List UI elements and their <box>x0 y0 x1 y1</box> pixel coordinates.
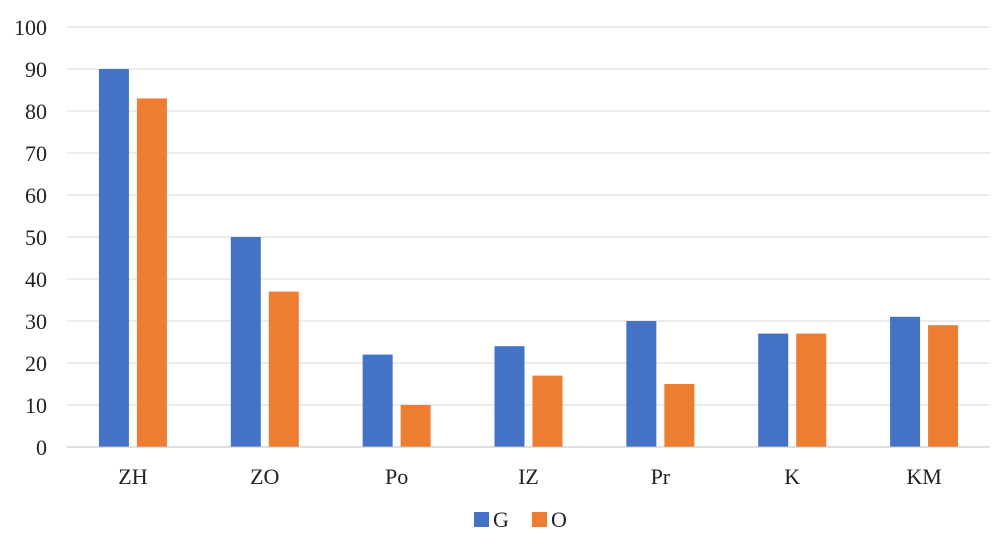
bar-G-KM <box>890 316 921 447</box>
bar-O-ZO <box>268 291 299 447</box>
y-tick-label: 0 <box>36 435 47 460</box>
y-tick-label: 10 <box>25 393 47 418</box>
y-axis-tick-labels: 0 10 20 30 40 50 60 70 80 90 100 <box>14 15 47 460</box>
x-axis-category-labels: ZH ZO Po IZ Pr K KM <box>118 464 942 489</box>
bar-G-Pr <box>626 321 657 447</box>
legend-label: O <box>551 507 567 532</box>
legend-swatch-G <box>474 512 489 527</box>
y-tick-label: 30 <box>25 309 47 334</box>
bar-G-IZ <box>494 346 525 447</box>
bar-O-Po <box>400 405 431 447</box>
bar-G-ZH <box>98 69 129 447</box>
bars <box>98 69 959 448</box>
y-tick-label: 70 <box>25 141 47 166</box>
bar-G-ZO <box>230 237 261 447</box>
x-category-label: Po <box>385 464 408 489</box>
bar-G-Po <box>362 354 393 447</box>
y-tick-label: 100 <box>14 15 47 40</box>
gridlines <box>67 26 990 406</box>
y-tick-label: 40 <box>25 267 47 292</box>
bar-O-KM <box>928 325 959 447</box>
x-category-label: ZH <box>118 464 147 489</box>
y-tick-label: 50 <box>25 225 47 250</box>
y-tick-label: 90 <box>25 57 47 82</box>
y-tick-label: 60 <box>25 183 47 208</box>
x-category-label: K <box>784 464 800 489</box>
x-category-label: IZ <box>518 464 539 489</box>
bar-G-K <box>758 333 789 447</box>
bar-O-Pr <box>664 384 695 447</box>
y-tick-label: 20 <box>25 351 47 376</box>
bar-O-K <box>796 333 827 447</box>
y-tick-label: 80 <box>25 99 47 124</box>
legend-swatch-O <box>532 512 547 527</box>
legend-label: G <box>493 507 509 532</box>
x-category-label: KM <box>906 464 941 489</box>
bar-O-IZ <box>532 375 563 447</box>
bar-O-ZH <box>136 98 167 448</box>
x-category-label: Pr <box>651 464 671 489</box>
x-category-label: ZO <box>250 464 279 489</box>
